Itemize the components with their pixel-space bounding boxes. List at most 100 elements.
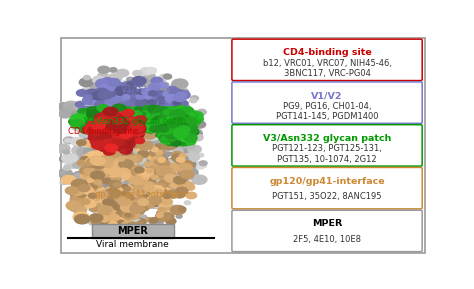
Circle shape: [183, 124, 193, 130]
Circle shape: [101, 202, 113, 209]
Circle shape: [78, 109, 89, 115]
Circle shape: [156, 118, 173, 127]
Circle shape: [102, 135, 110, 140]
Text: 2F5, 4E10, 10E8: 2F5, 4E10, 10E8: [293, 235, 361, 244]
Circle shape: [136, 132, 145, 138]
Circle shape: [162, 168, 172, 175]
Circle shape: [91, 171, 104, 179]
Circle shape: [166, 218, 176, 224]
Circle shape: [117, 110, 128, 116]
Circle shape: [131, 84, 146, 93]
Circle shape: [132, 82, 146, 90]
Circle shape: [84, 181, 98, 190]
Circle shape: [122, 174, 132, 180]
Circle shape: [132, 112, 146, 121]
Circle shape: [171, 84, 182, 91]
Circle shape: [111, 95, 125, 103]
Circle shape: [125, 147, 135, 153]
Circle shape: [116, 131, 124, 136]
Circle shape: [161, 136, 171, 142]
Circle shape: [176, 120, 189, 127]
Circle shape: [178, 126, 190, 133]
Circle shape: [92, 110, 107, 120]
Circle shape: [94, 173, 103, 179]
Circle shape: [147, 110, 155, 115]
Circle shape: [86, 192, 93, 197]
Circle shape: [81, 171, 92, 177]
Circle shape: [99, 115, 113, 124]
Circle shape: [173, 176, 186, 184]
Circle shape: [151, 124, 165, 133]
Circle shape: [142, 207, 148, 210]
Circle shape: [162, 141, 176, 150]
Circle shape: [147, 189, 155, 194]
Circle shape: [97, 126, 106, 131]
Circle shape: [185, 171, 193, 176]
Circle shape: [101, 178, 111, 184]
Circle shape: [142, 126, 153, 132]
Circle shape: [114, 87, 129, 95]
Circle shape: [125, 97, 137, 104]
Circle shape: [96, 167, 110, 176]
Circle shape: [117, 97, 125, 101]
Circle shape: [146, 67, 156, 74]
Circle shape: [59, 156, 69, 162]
Circle shape: [144, 162, 151, 166]
Circle shape: [140, 110, 155, 119]
Circle shape: [164, 133, 174, 139]
Circle shape: [178, 110, 192, 118]
Circle shape: [104, 113, 110, 117]
Circle shape: [127, 135, 141, 144]
Circle shape: [100, 145, 109, 151]
Circle shape: [136, 131, 146, 137]
Circle shape: [179, 131, 189, 136]
Circle shape: [140, 183, 147, 187]
Circle shape: [157, 113, 166, 119]
Circle shape: [107, 199, 117, 205]
Circle shape: [163, 97, 173, 103]
Circle shape: [155, 151, 164, 156]
Circle shape: [199, 161, 207, 166]
Circle shape: [73, 191, 85, 199]
Circle shape: [121, 205, 132, 212]
Circle shape: [161, 107, 173, 114]
Circle shape: [129, 92, 145, 102]
Circle shape: [90, 135, 103, 142]
Circle shape: [101, 101, 114, 110]
Circle shape: [167, 135, 176, 140]
Circle shape: [191, 111, 198, 116]
Circle shape: [104, 155, 115, 161]
Circle shape: [91, 217, 107, 227]
Circle shape: [164, 124, 179, 133]
Circle shape: [94, 180, 102, 185]
Circle shape: [95, 169, 109, 177]
Circle shape: [106, 116, 113, 120]
Circle shape: [96, 97, 107, 104]
Circle shape: [157, 184, 165, 189]
Circle shape: [127, 108, 143, 118]
Circle shape: [159, 136, 166, 140]
Circle shape: [96, 123, 104, 129]
Circle shape: [167, 140, 175, 145]
Circle shape: [109, 222, 118, 227]
Circle shape: [98, 107, 113, 116]
Circle shape: [166, 119, 179, 127]
Circle shape: [77, 148, 90, 156]
Circle shape: [139, 220, 146, 224]
Circle shape: [101, 136, 117, 145]
Circle shape: [95, 113, 108, 121]
Circle shape: [158, 213, 169, 220]
Circle shape: [162, 131, 173, 138]
Circle shape: [153, 171, 167, 179]
Circle shape: [147, 122, 154, 126]
Circle shape: [91, 169, 102, 176]
Circle shape: [97, 213, 109, 221]
Circle shape: [147, 162, 158, 169]
Circle shape: [81, 149, 89, 154]
Circle shape: [129, 94, 142, 101]
Circle shape: [166, 104, 176, 110]
Circle shape: [121, 80, 135, 88]
Circle shape: [121, 88, 135, 97]
Circle shape: [155, 113, 164, 118]
Circle shape: [91, 183, 104, 192]
